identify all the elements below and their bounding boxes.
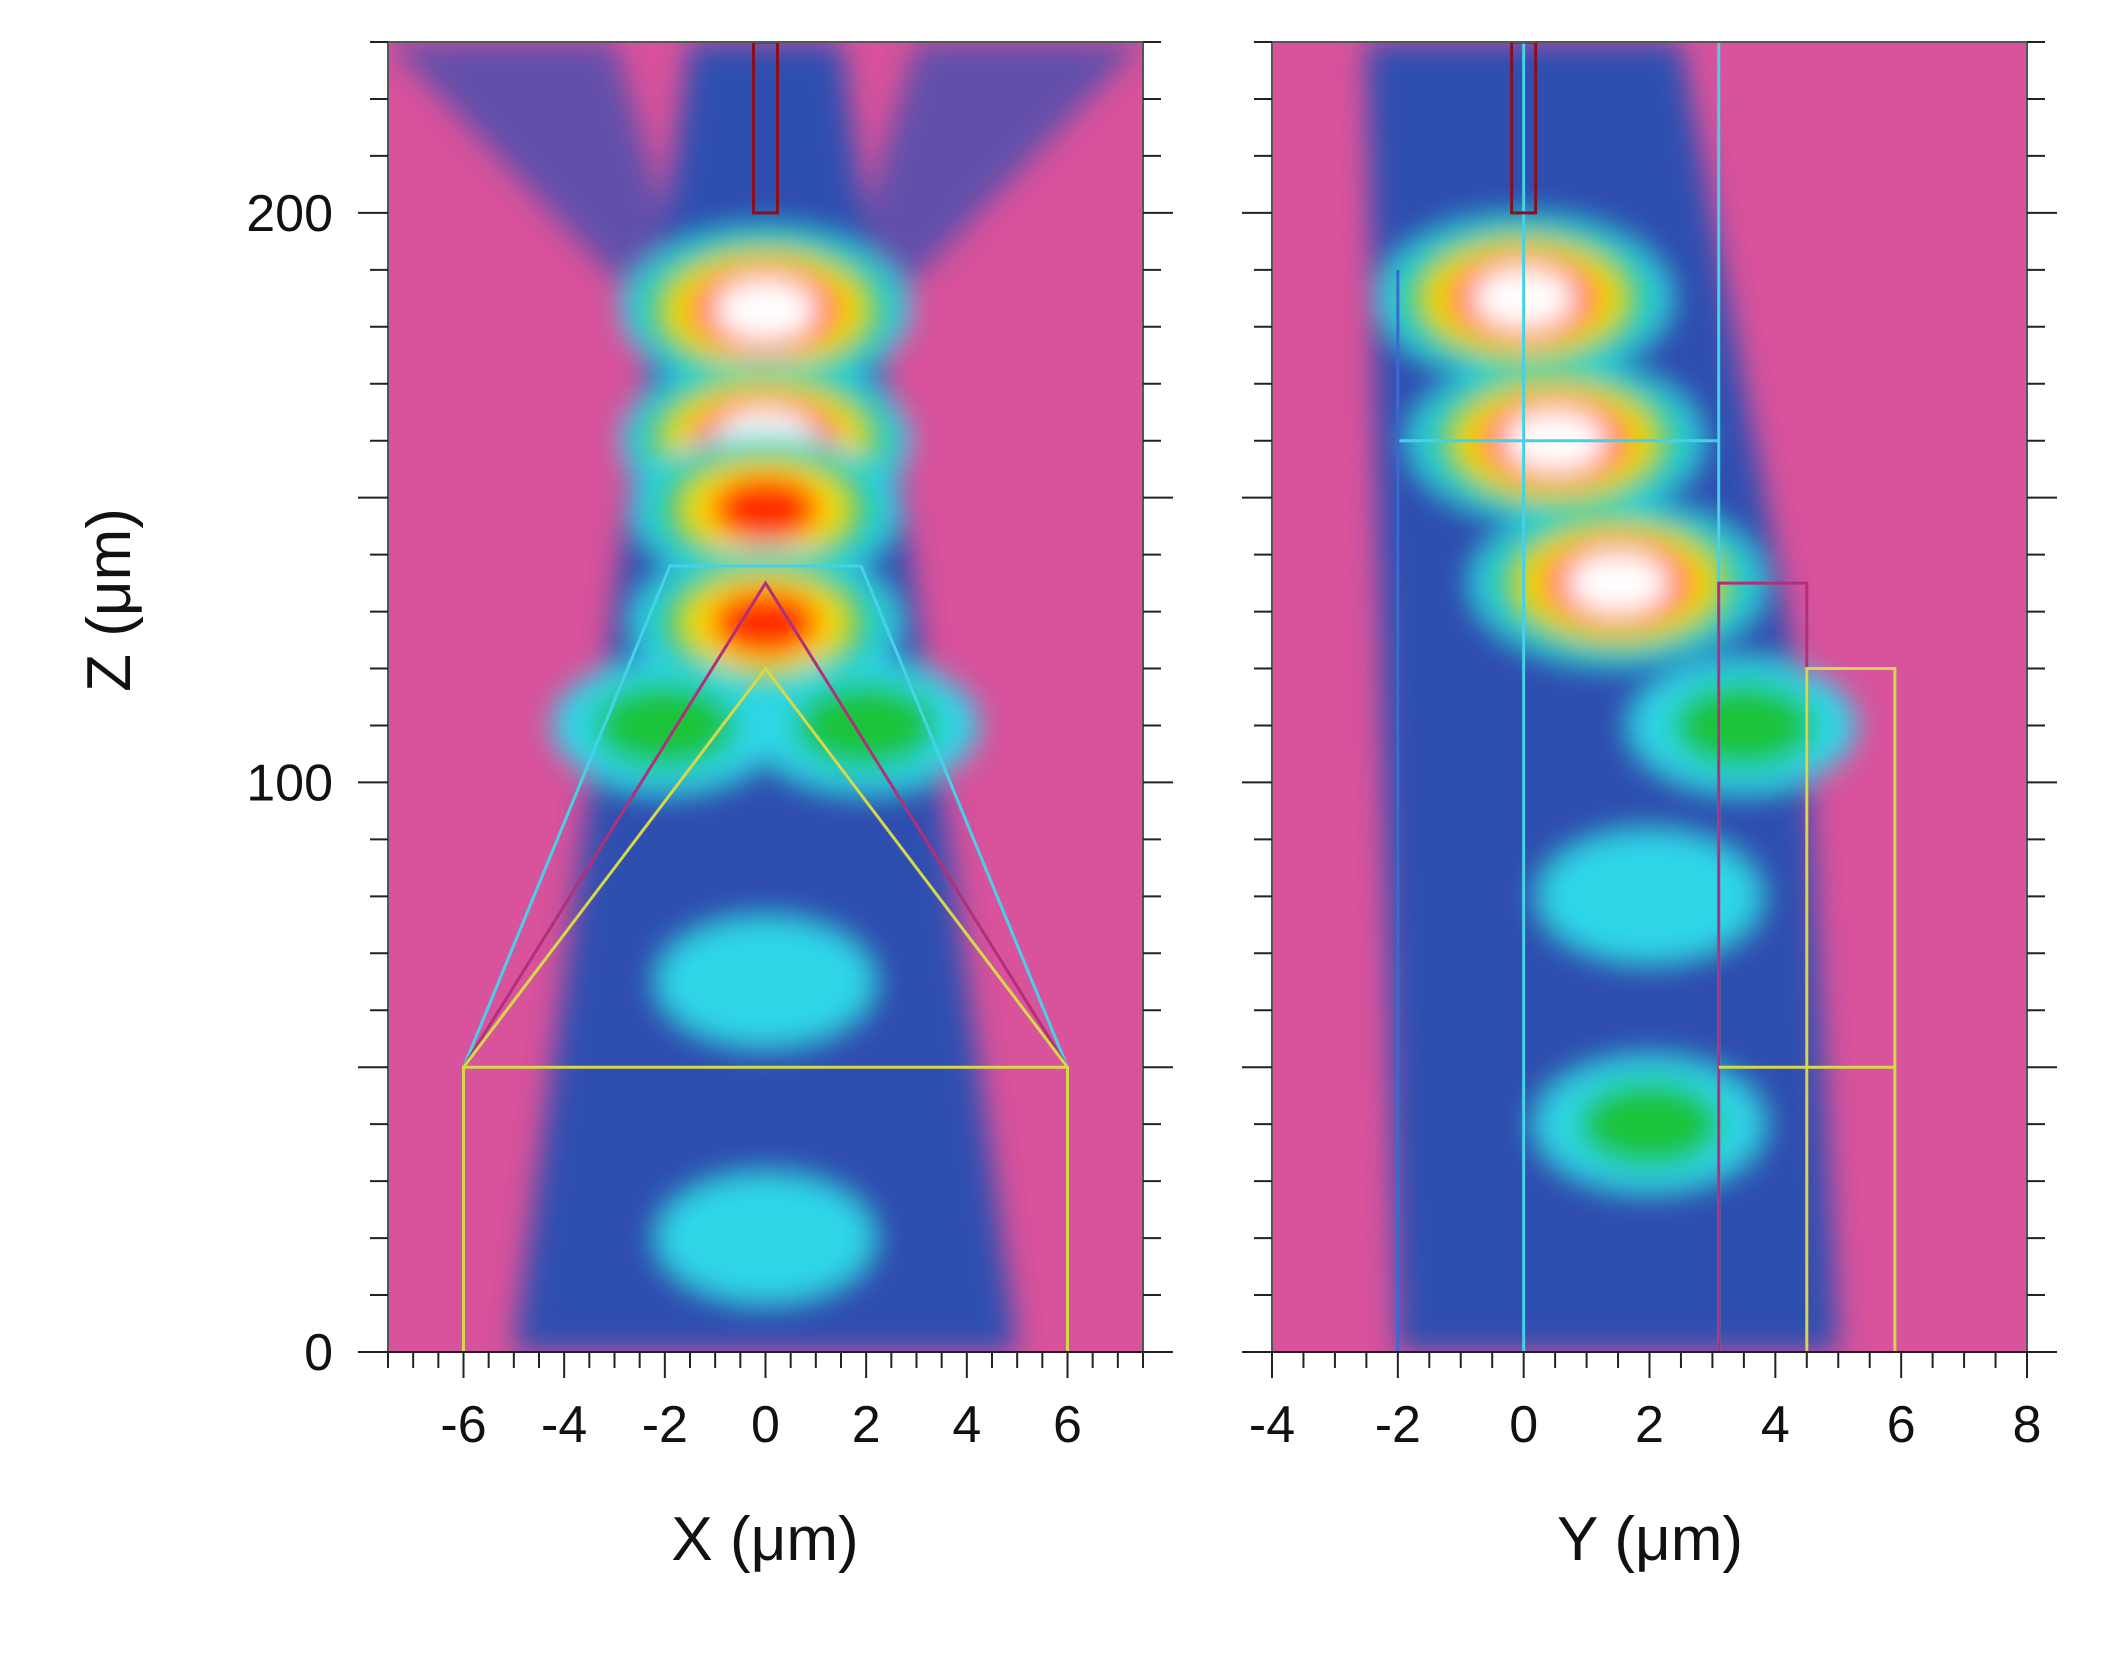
left-x-tick-label: -6 — [440, 1396, 486, 1454]
right-x-tick-label: -4 — [1249, 1396, 1295, 1454]
left-x-tick-label: 6 — [1053, 1396, 1082, 1454]
right-hot-spot — [1578, 1081, 1721, 1167]
right-hot-spot — [1565, 550, 1671, 616]
right-x-tick-label: 4 — [1761, 1396, 1790, 1454]
right-fiber-core — [1510, 42, 1538, 215]
left-x-tick-label: 2 — [852, 1396, 881, 1454]
right-outline-yellow-box — [1805, 667, 1897, 1352]
left-hot-spot — [658, 919, 873, 1045]
right-x-tick-label: 2 — [1635, 1396, 1664, 1454]
right-x-tick-label: -2 — [1375, 1396, 1421, 1454]
left-outline-yellow — [462, 666, 1069, 1352]
left-fiber-core — [752, 42, 779, 215]
left-x-tick-label: -4 — [541, 1396, 587, 1454]
right-x-tick-label: 6 — [1887, 1396, 1916, 1454]
left-y-axis-label: Z (μm) — [75, 508, 144, 692]
left-x-tick-label: -2 — [642, 1396, 688, 1454]
right-hot-spot — [1672, 682, 1816, 769]
left-outline-magenta — [462, 580, 1069, 1069]
left-x-axis-label: X (μm) — [671, 1505, 858, 1574]
left-x-tick-label: 4 — [952, 1396, 981, 1454]
left-outline-cyan — [462, 564, 1069, 1068]
left-x-tick-label: 0 — [751, 1396, 780, 1454]
left-heatmap — [388, 42, 1143, 1352]
left-y-tick-label: 0 — [304, 1324, 333, 1382]
left-blue-wing — [388, 42, 716, 384]
right-panel: -4 -2 0 2 4 6 8 — [1242, 41, 2057, 1454]
left-hot-spot — [658, 1175, 873, 1301]
right-heatmap — [1272, 42, 2027, 1352]
left-hot-spot — [712, 277, 819, 342]
left-hot-spot — [593, 682, 737, 769]
left-y-tick-label: 100 — [246, 754, 333, 812]
right-x-axis-label: Y (μm) — [1557, 1505, 1743, 1574]
left-hot-spot — [794, 682, 938, 769]
left-panel: -6 -4 -2 0 2 4 6 0 100 200 — [246, 41, 1173, 1454]
left-hot-spot — [709, 475, 822, 543]
left-y-tick-label: 200 — [246, 185, 333, 243]
left-hot-spot — [709, 589, 822, 657]
right-hot-spot — [1539, 832, 1760, 961]
right-x-tick-label: 0 — [1509, 1396, 1538, 1454]
right-x-tick-label: 8 — [2013, 1396, 2042, 1454]
left-blue-wing — [815, 42, 1143, 384]
